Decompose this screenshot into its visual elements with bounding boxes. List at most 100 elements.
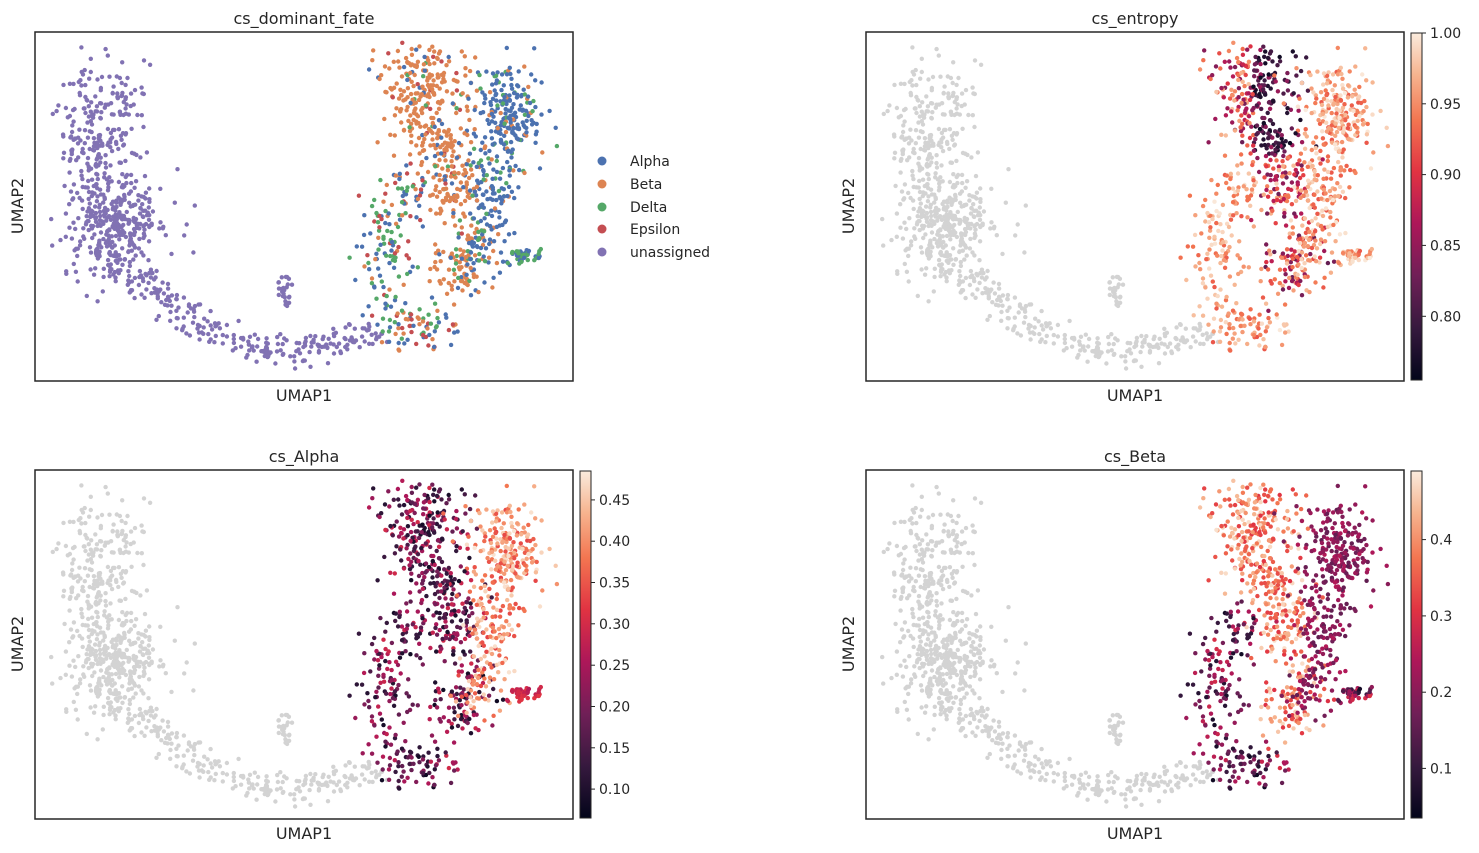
data-point [82, 141, 88, 146]
data-point [920, 122, 926, 127]
data-point [977, 280, 982, 286]
data-point [939, 163, 944, 168]
data-point [135, 550, 140, 556]
data-point [105, 53, 111, 58]
data-point [56, 103, 61, 108]
data-point [449, 140, 454, 145]
data-point [1319, 223, 1324, 229]
data-point [933, 214, 938, 219]
data-point [1272, 73, 1277, 78]
data-point [455, 285, 461, 291]
data-point [1279, 174, 1285, 179]
data-point [452, 279, 457, 284]
data-point [65, 553, 71, 558]
data-point [168, 756, 173, 761]
data-point [1204, 331, 1209, 336]
data-point [533, 78, 538, 83]
data-point [415, 82, 420, 87]
data-point [925, 142, 930, 148]
data-point [963, 185, 968, 190]
data-point [1361, 109, 1366, 114]
data-point [430, 482, 435, 487]
data-point [161, 291, 167, 296]
data-point [98, 593, 103, 598]
data-point [1235, 108, 1240, 113]
data-point [1000, 303, 1005, 308]
data-point [101, 266, 107, 271]
data-point [147, 661, 152, 666]
data-point [129, 717, 135, 722]
data-point [297, 789, 303, 794]
data-point [1277, 54, 1282, 60]
data-point [1324, 120, 1329, 126]
data-point [431, 492, 436, 497]
data-point [408, 508, 413, 514]
data-point [440, 99, 445, 104]
data-point [428, 106, 433, 112]
data-point [483, 246, 489, 251]
data-point [1213, 64, 1219, 69]
data-point [459, 231, 464, 236]
data-point [1283, 279, 1288, 284]
data-point [480, 232, 485, 237]
data-point [115, 698, 120, 703]
data-point [132, 295, 137, 301]
data-point [1147, 350, 1153, 355]
data-point [80, 614, 85, 620]
data-point [1292, 249, 1298, 254]
data-point [925, 171, 930, 177]
data-point [83, 548, 88, 554]
data-point [939, 137, 944, 142]
data-point [132, 87, 138, 93]
data-point [411, 521, 416, 527]
data-point [67, 202, 72, 207]
data-point [511, 90, 517, 96]
data-point [527, 100, 533, 106]
data-point [919, 56, 924, 61]
data-point [461, 211, 466, 216]
data-point [488, 223, 493, 229]
data-point [1338, 97, 1344, 103]
data-point [63, 105, 69, 111]
data-point [280, 293, 286, 299]
data-point [1300, 223, 1305, 228]
data-point [1268, 252, 1273, 257]
data-point [505, 193, 510, 199]
data-point [252, 332, 257, 337]
data-point [1125, 349, 1130, 354]
data-point [505, 159, 510, 165]
data-point [414, 143, 419, 148]
data-point [911, 206, 916, 212]
data-point [132, 670, 137, 676]
legend-label-epsilon: Epsilon [630, 222, 680, 238]
data-point [921, 115, 927, 120]
data-point [123, 82, 128, 88]
data-point [90, 147, 96, 153]
data-point [471, 131, 477, 136]
data-point [83, 82, 88, 88]
data-point [362, 764, 367, 769]
data-point [331, 342, 336, 347]
data-point [76, 155, 81, 160]
data-point [122, 630, 127, 636]
data-point [81, 150, 86, 156]
data-point [84, 214, 89, 219]
data-point [1309, 218, 1315, 224]
data-point [352, 764, 357, 769]
data-point [388, 570, 393, 575]
data-point [418, 187, 424, 192]
data-point [431, 521, 436, 526]
data-point [1342, 102, 1347, 107]
data-point [471, 216, 477, 221]
data-point [174, 326, 179, 331]
data-point [362, 339, 367, 344]
data-point [396, 59, 401, 64]
data-point [514, 95, 520, 100]
data-point [443, 197, 449, 203]
data-point [917, 178, 922, 184]
data-point [478, 245, 484, 251]
data-point [507, 65, 512, 71]
data-point [388, 523, 393, 529]
data-point [185, 748, 190, 753]
data-point [137, 211, 143, 216]
